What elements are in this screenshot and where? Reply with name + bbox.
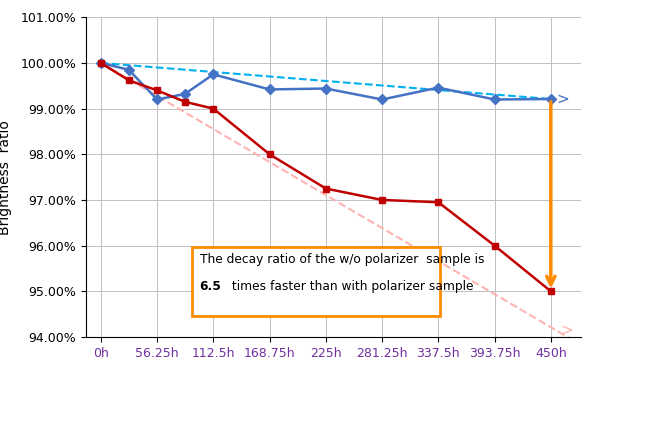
Y-axis label: Brightness  ratio: Brightness ratio (0, 120, 12, 235)
Text: times faster than with polarizer sample: times faster than with polarizer sample (228, 280, 473, 293)
Text: The decay ratio of the w/o polarizer  sample is: The decay ratio of the w/o polarizer sam… (199, 253, 484, 266)
Text: 6.5: 6.5 (199, 280, 222, 293)
Text: >: > (557, 92, 570, 107)
Text: >: > (561, 323, 574, 338)
FancyBboxPatch shape (192, 248, 440, 316)
